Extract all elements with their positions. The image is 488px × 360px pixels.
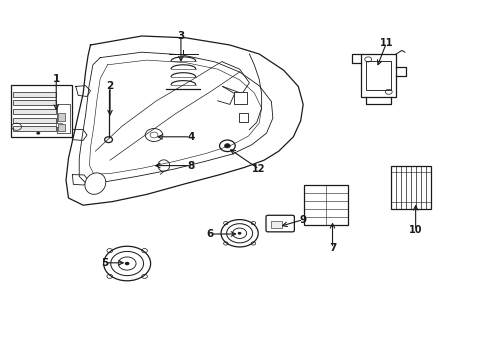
Bar [56, 123, 61, 127]
Bar [390, 166, 430, 209]
Text: 11: 11 [379, 38, 392, 48]
Text: 3: 3 [177, 31, 184, 41]
Bar [304, 185, 347, 225]
Text: 4: 4 [186, 132, 194, 142]
Text: 1: 1 [53, 74, 60, 84]
Bar [360, 54, 395, 97]
Bar [238, 113, 248, 122]
Bar [13, 100, 56, 105]
Text: 8: 8 [187, 161, 194, 171]
Text: 10: 10 [408, 225, 422, 235]
Bar [13, 126, 56, 131]
Circle shape [124, 262, 129, 265]
Bar [13, 118, 56, 123]
FancyBboxPatch shape [265, 215, 294, 232]
Bar [233, 92, 247, 104]
Circle shape [224, 144, 230, 148]
Bar [59, 113, 65, 121]
Bar [11, 85, 72, 137]
Bar [57, 104, 70, 133]
Text: 7: 7 [328, 243, 336, 253]
Bar [59, 124, 65, 131]
Circle shape [36, 132, 40, 135]
Text: 12: 12 [252, 164, 265, 174]
Text: 2: 2 [106, 81, 113, 91]
Bar [13, 109, 56, 114]
Text: 9: 9 [299, 215, 306, 225]
Bar [365, 61, 390, 90]
Text: 5: 5 [102, 258, 108, 268]
Ellipse shape [85, 173, 105, 194]
Circle shape [237, 232, 241, 235]
Bar [13, 92, 56, 97]
Text: 6: 6 [206, 229, 213, 239]
Bar [270, 221, 281, 228]
